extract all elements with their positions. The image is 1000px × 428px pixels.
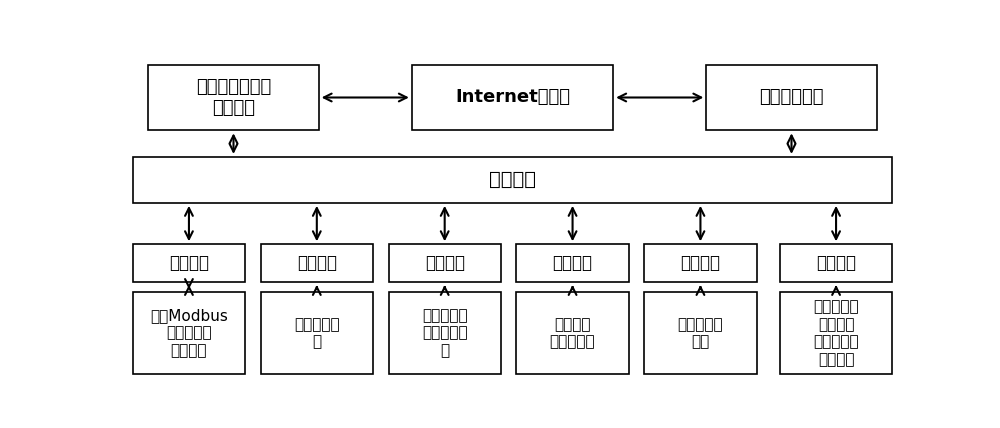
- Text: 温度传感
器、流量计: 温度传感 器、流量计: [550, 317, 595, 349]
- Bar: [780, 244, 892, 282]
- Bar: [261, 244, 373, 282]
- Bar: [261, 292, 373, 374]
- Text: 路由设备: 路由设备: [489, 170, 536, 189]
- Bar: [780, 292, 892, 374]
- Bar: [644, 292, 757, 374]
- Text: 具有Modbus
协议水、电
气、热表: 具有Modbus 协议水、电 气、热表: [150, 308, 228, 358]
- Text: 脉冲水表、
光电直读水
表: 脉冲水表、 光电直读水 表: [422, 308, 468, 358]
- Text: 移动采集终端: 移动采集终端: [759, 89, 824, 107]
- Text: 采集模块: 采集模块: [816, 254, 856, 272]
- Bar: [516, 244, 629, 282]
- Bar: [388, 292, 501, 374]
- Bar: [412, 65, 613, 131]
- Bar: [133, 292, 245, 374]
- Text: 电能采集前
端: 电能采集前 端: [294, 317, 340, 349]
- Bar: [706, 65, 877, 131]
- Text: Internet服务器: Internet服务器: [455, 89, 570, 107]
- Text: 采集模块: 采集模块: [680, 254, 720, 272]
- Text: 能源管理服务器
网关设备: 能源管理服务器 网关设备: [196, 78, 271, 117]
- Bar: [388, 244, 501, 282]
- Text: 透传模块: 透传模块: [169, 254, 209, 272]
- Bar: [148, 65, 319, 131]
- Text: 气体质量流
量计: 气体质量流 量计: [678, 317, 723, 349]
- Text: 采集模块: 采集模块: [297, 254, 337, 272]
- Text: 采集模块: 采集模块: [553, 254, 593, 272]
- Text: 采集模块: 采集模块: [425, 254, 465, 272]
- Bar: [516, 292, 629, 374]
- Bar: [133, 244, 245, 282]
- Bar: [644, 244, 757, 282]
- Bar: [133, 157, 892, 203]
- Text: 能源相关温
湿度、光
照、二氧化
碳传感器: 能源相关温 湿度、光 照、二氧化 碳传感器: [813, 300, 859, 367]
